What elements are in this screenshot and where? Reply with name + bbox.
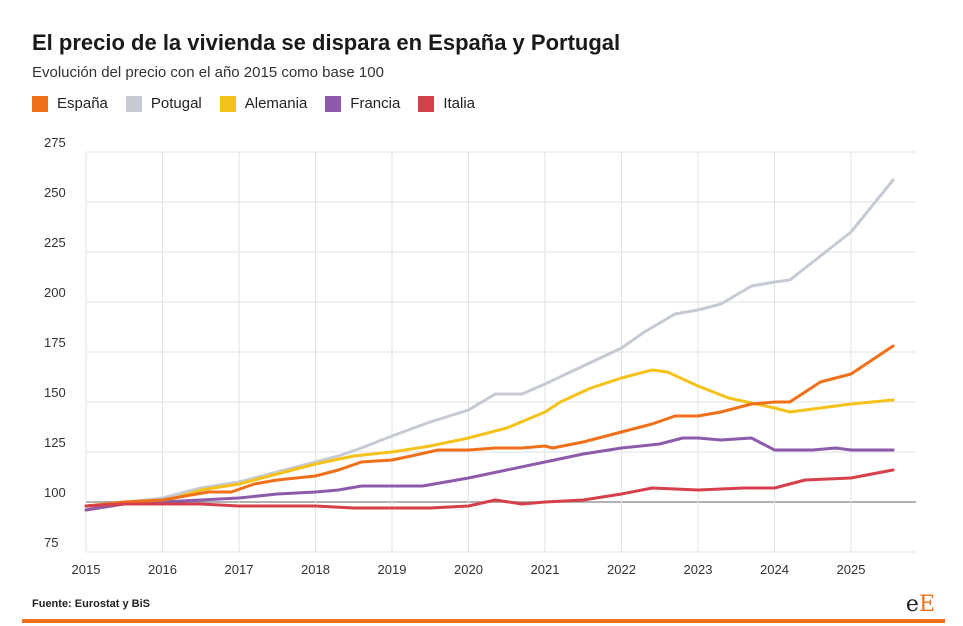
logo-upper: E [918, 592, 935, 617]
x-tick-label: 2023 [684, 562, 713, 577]
y-tick-label: 150 [44, 385, 66, 400]
series-line-francia [84, 436, 895, 512]
x-tick-label: 2019 [378, 562, 407, 577]
legend-swatch [125, 95, 142, 112]
y-tick-label: 75 [44, 535, 58, 550]
x-tick-label: 2022 [607, 562, 636, 577]
y-tick-label: 125 [44, 435, 66, 450]
legend-item: España [32, 95, 108, 112]
x-tick-label: 2024 [760, 562, 789, 577]
source-note: Fuente: Eurostat y BiS [32, 598, 150, 610]
y-tick-label: 275 [44, 135, 66, 150]
legend-swatch [32, 95, 48, 112]
chart-legend: España Potugal Alemania Francia Italia [32, 95, 493, 112]
publisher-logo: eE [906, 592, 935, 617]
y-tick-label: 225 [44, 235, 66, 250]
series-line-italia [84, 468, 895, 510]
logo-lower: e [905, 592, 919, 617]
legend-swatch [418, 95, 435, 112]
series-line-alemania [84, 368, 895, 512]
axis-labels: 75 100 125 150 175 200 225 250 275 2015 2016 2017 20… [44, 135, 865, 577]
y-tick-label: 100 [44, 485, 66, 500]
x-tick-label: 2017 [225, 562, 254, 577]
x-tick-label: 2015 [72, 562, 101, 577]
series-line-espana [84, 344, 895, 508]
legend-label: España [57, 95, 108, 112]
legend-item: Francia [325, 95, 400, 112]
legend-label: Alemania [244, 95, 308, 112]
x-tick-label: 2021 [531, 562, 560, 577]
legend-swatch [325, 95, 342, 112]
y-tick-label: 175 [44, 335, 66, 350]
legend-label: Italia [443, 95, 476, 112]
legend-item: Italia [418, 95, 475, 112]
legend-item: Alemania [219, 95, 308, 112]
series-layer [84, 178, 895, 512]
legend-label: Potugal [150, 95, 202, 112]
legend-swatch [219, 95, 236, 112]
chart-subtitle: Evolución del precio con el año 2015 com… [32, 64, 384, 81]
chart-title: El precio de la vivienda se dispara en E… [32, 30, 621, 55]
legend-item: Potugal [125, 95, 202, 112]
x-tick-label: 2016 [148, 562, 177, 577]
y-tick-label: 250 [44, 185, 66, 200]
x-tick-label: 2025 [837, 562, 866, 577]
y-tick-label: 200 [44, 285, 66, 300]
x-tick-label: 2020 [454, 562, 483, 577]
x-tick-label: 2018 [301, 562, 330, 577]
series-line-potugal [84, 178, 895, 512]
footer-accent-bar [22, 619, 945, 623]
legend-label: Francia [350, 95, 401, 112]
